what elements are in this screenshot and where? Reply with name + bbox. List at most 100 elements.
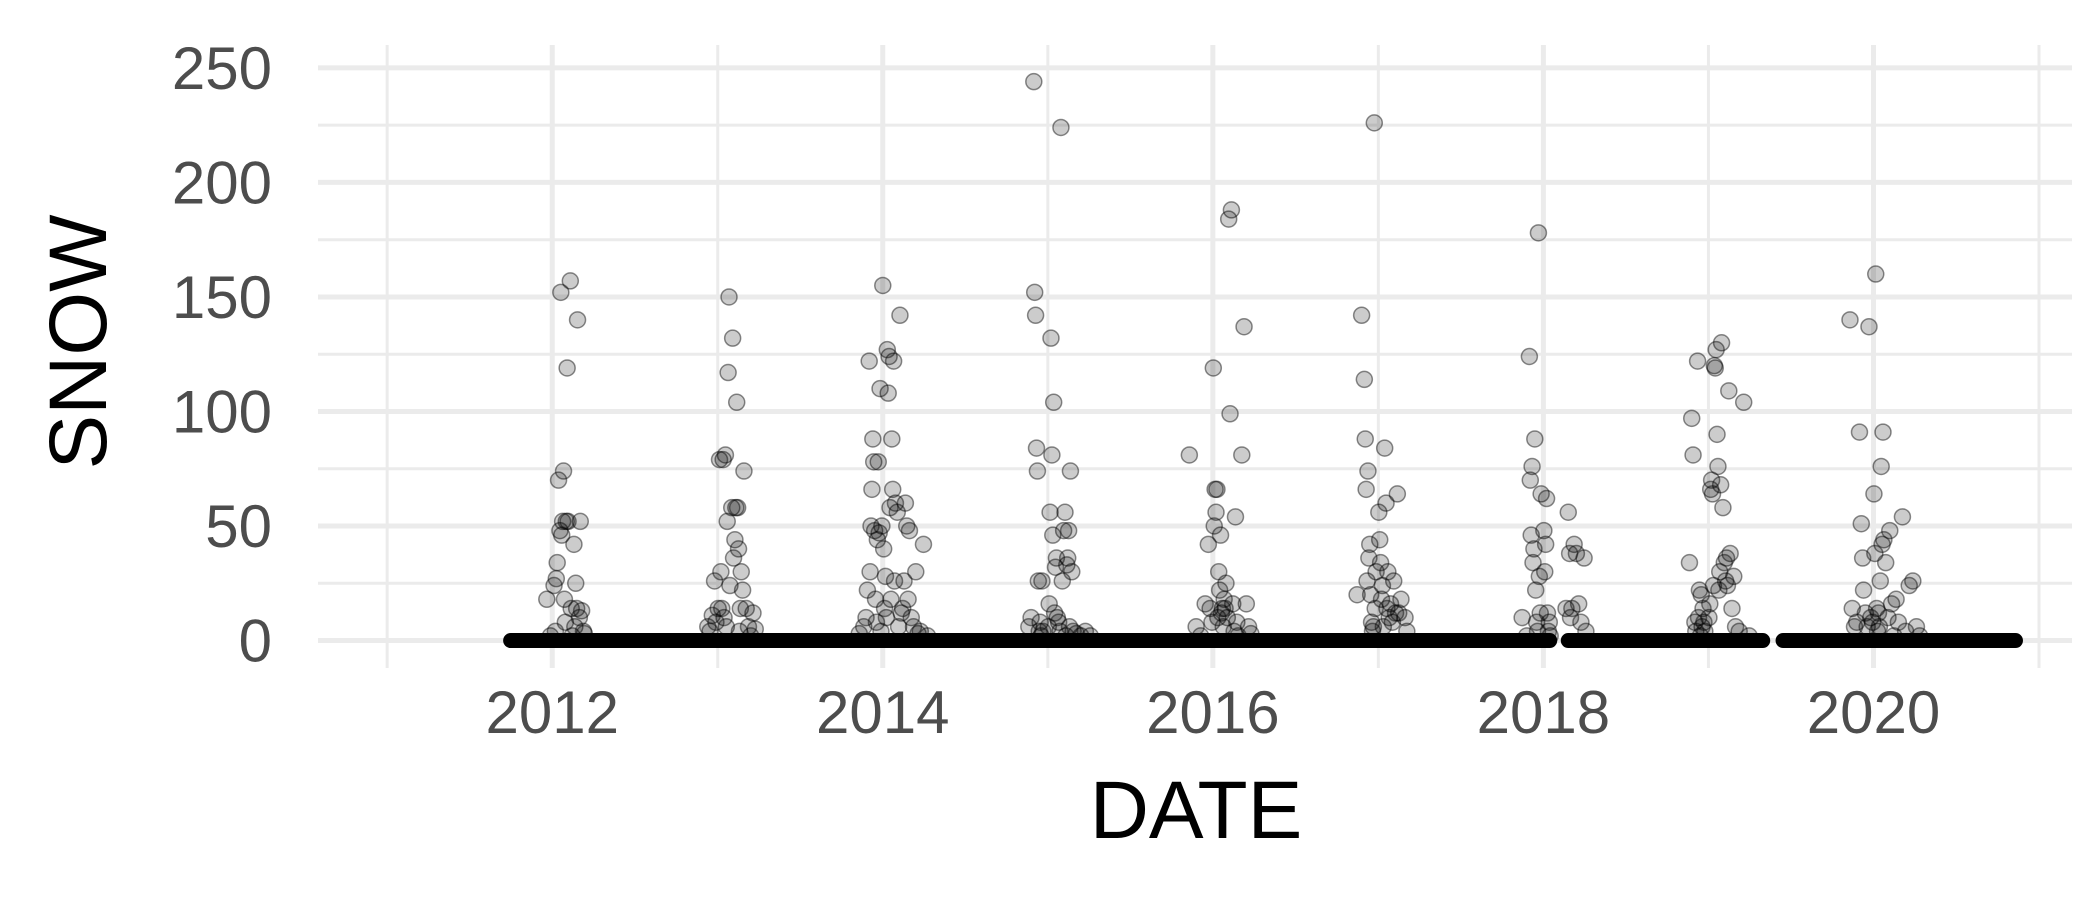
scatter-point xyxy=(1348,585,1366,604)
scatter-point xyxy=(1709,457,1727,476)
scatter-point xyxy=(1693,618,1711,636)
scatter-point xyxy=(712,563,730,581)
scatter-point xyxy=(1025,72,1043,91)
scatter-point xyxy=(1210,581,1229,599)
y-tick-label: 0 xyxy=(239,608,272,675)
scatter-point xyxy=(1873,535,1891,554)
scatter-point xyxy=(1532,485,1550,503)
scatter-point xyxy=(914,535,933,554)
scatter-point xyxy=(1872,457,1890,476)
scatter-point xyxy=(1682,409,1701,428)
scatter-point xyxy=(1525,540,1543,558)
scatter-point xyxy=(1242,624,1260,643)
y-tick-label: 250 xyxy=(172,35,272,102)
scatter-point xyxy=(867,613,886,631)
x-tick-label: 2020 xyxy=(1807,679,1940,746)
scatter-point xyxy=(1867,265,1885,283)
scatter-point xyxy=(716,446,735,464)
scatter-point xyxy=(1057,627,1075,645)
scatter-point xyxy=(1889,613,1908,631)
scatter-point xyxy=(699,618,717,636)
scatter-point xyxy=(1225,622,1243,641)
scatter-point xyxy=(1701,480,1720,499)
scatter-point xyxy=(1686,613,1704,631)
scatter-point xyxy=(730,622,749,641)
scatter-point xyxy=(1029,572,1048,590)
minor-gridlines xyxy=(318,45,2072,668)
x-tick-label: 2014 xyxy=(816,679,949,746)
scatter-point xyxy=(1361,535,1379,554)
scatter-point xyxy=(1028,462,1047,480)
scatter-point xyxy=(727,393,746,412)
scatter-point xyxy=(1027,439,1046,457)
scatter-point xyxy=(746,620,765,638)
scatter-point xyxy=(541,627,560,645)
scatter-point xyxy=(1063,563,1081,581)
scatter-point xyxy=(1708,425,1726,444)
scatter-point xyxy=(1863,613,1882,631)
scatter-point xyxy=(1205,517,1223,535)
scatter-point xyxy=(1517,627,1536,645)
scatter-point xyxy=(869,453,887,471)
scatter-point xyxy=(1380,608,1398,627)
scatter-point xyxy=(860,352,878,370)
scatter-point xyxy=(1191,627,1210,645)
scatter-point xyxy=(1213,599,1232,618)
scatter-point xyxy=(538,590,556,609)
scatter-point xyxy=(1841,311,1859,329)
scatter-point xyxy=(1691,627,1710,645)
scatter-point xyxy=(1237,595,1256,613)
scatter-point xyxy=(566,574,585,593)
scatter-point xyxy=(1569,595,1588,613)
scatter-point xyxy=(1687,622,1705,641)
scatter-point xyxy=(570,608,589,627)
scatter-point xyxy=(1526,430,1544,448)
scatter-point xyxy=(862,517,880,535)
scatter-point xyxy=(1396,608,1414,627)
scatter-point xyxy=(561,272,580,290)
scatter-point xyxy=(547,569,566,588)
scatter-point xyxy=(719,363,737,382)
scatter-point xyxy=(1696,622,1714,641)
scatter-point xyxy=(1204,359,1223,377)
scatter-point xyxy=(876,567,895,586)
scatter-point xyxy=(874,276,892,295)
scatter-point xyxy=(1081,627,1100,645)
y-axis-tick-labels: 0 50 100 150 200 250 xyxy=(172,35,272,675)
scatter-point xyxy=(1688,352,1707,370)
scatter-point xyxy=(1209,608,1227,627)
scatter-point xyxy=(1703,485,1722,503)
scatter-point xyxy=(1039,618,1058,636)
scatter-point xyxy=(568,311,587,329)
scatter-point xyxy=(877,608,896,627)
scatter-point xyxy=(1218,608,1237,627)
scatter-point xyxy=(871,379,889,398)
scatter-point xyxy=(701,622,719,641)
scatter-point xyxy=(1893,508,1912,526)
scatter-point xyxy=(744,604,762,622)
scatter-point xyxy=(553,512,572,531)
scatter-point xyxy=(1061,462,1080,480)
scatter-point xyxy=(1879,608,1897,627)
scatter-point xyxy=(1043,446,1061,464)
scatter-point xyxy=(1860,317,1878,336)
scatter-point xyxy=(557,512,575,531)
scatter-point xyxy=(717,618,736,636)
scatter-point xyxy=(1701,595,1719,613)
scatter-point xyxy=(1224,595,1242,613)
scatter-point xyxy=(1033,572,1051,590)
scatter-point xyxy=(1360,549,1378,567)
scatter-point xyxy=(1375,439,1394,457)
scatter-point xyxy=(855,618,873,636)
scatter-point xyxy=(1221,405,1239,423)
scatter-point xyxy=(1524,553,1542,572)
scatter-point xyxy=(895,572,913,590)
scatter-points xyxy=(538,72,1929,645)
y-tick-label: 50 xyxy=(205,493,272,560)
scatter-point xyxy=(1359,462,1377,480)
scatter-point xyxy=(1180,446,1199,464)
scatter-point xyxy=(1704,576,1723,595)
scatter-point xyxy=(870,524,888,542)
scatter-point xyxy=(1384,572,1403,590)
